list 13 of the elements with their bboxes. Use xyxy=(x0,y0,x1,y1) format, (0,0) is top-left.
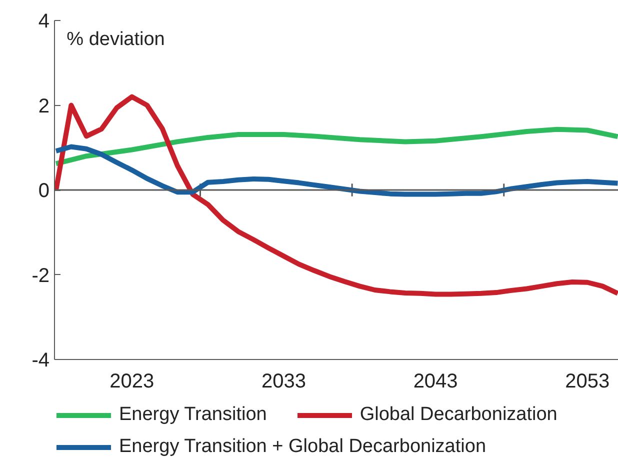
legend-label: Energy Transition + Global Decarbonization xyxy=(119,436,486,458)
y-tick-label: -2 xyxy=(32,264,50,287)
y-axis-title: % deviation xyxy=(66,28,165,50)
x-tick-label: 2043 xyxy=(413,370,458,392)
y-tick-label: -4 xyxy=(32,350,50,372)
y-tick-label: 0 xyxy=(38,180,50,202)
x-tick-label: 2023 xyxy=(110,370,154,392)
x-tick-label: 2053 xyxy=(565,370,610,392)
y-tick-label: 2 xyxy=(38,95,50,118)
legend-label: Global Decarbonization xyxy=(360,404,558,426)
legend-label: Energy Transition xyxy=(119,404,267,426)
y-tick-label: 4 xyxy=(38,10,50,32)
x-tick-label: 2033 xyxy=(262,370,306,392)
